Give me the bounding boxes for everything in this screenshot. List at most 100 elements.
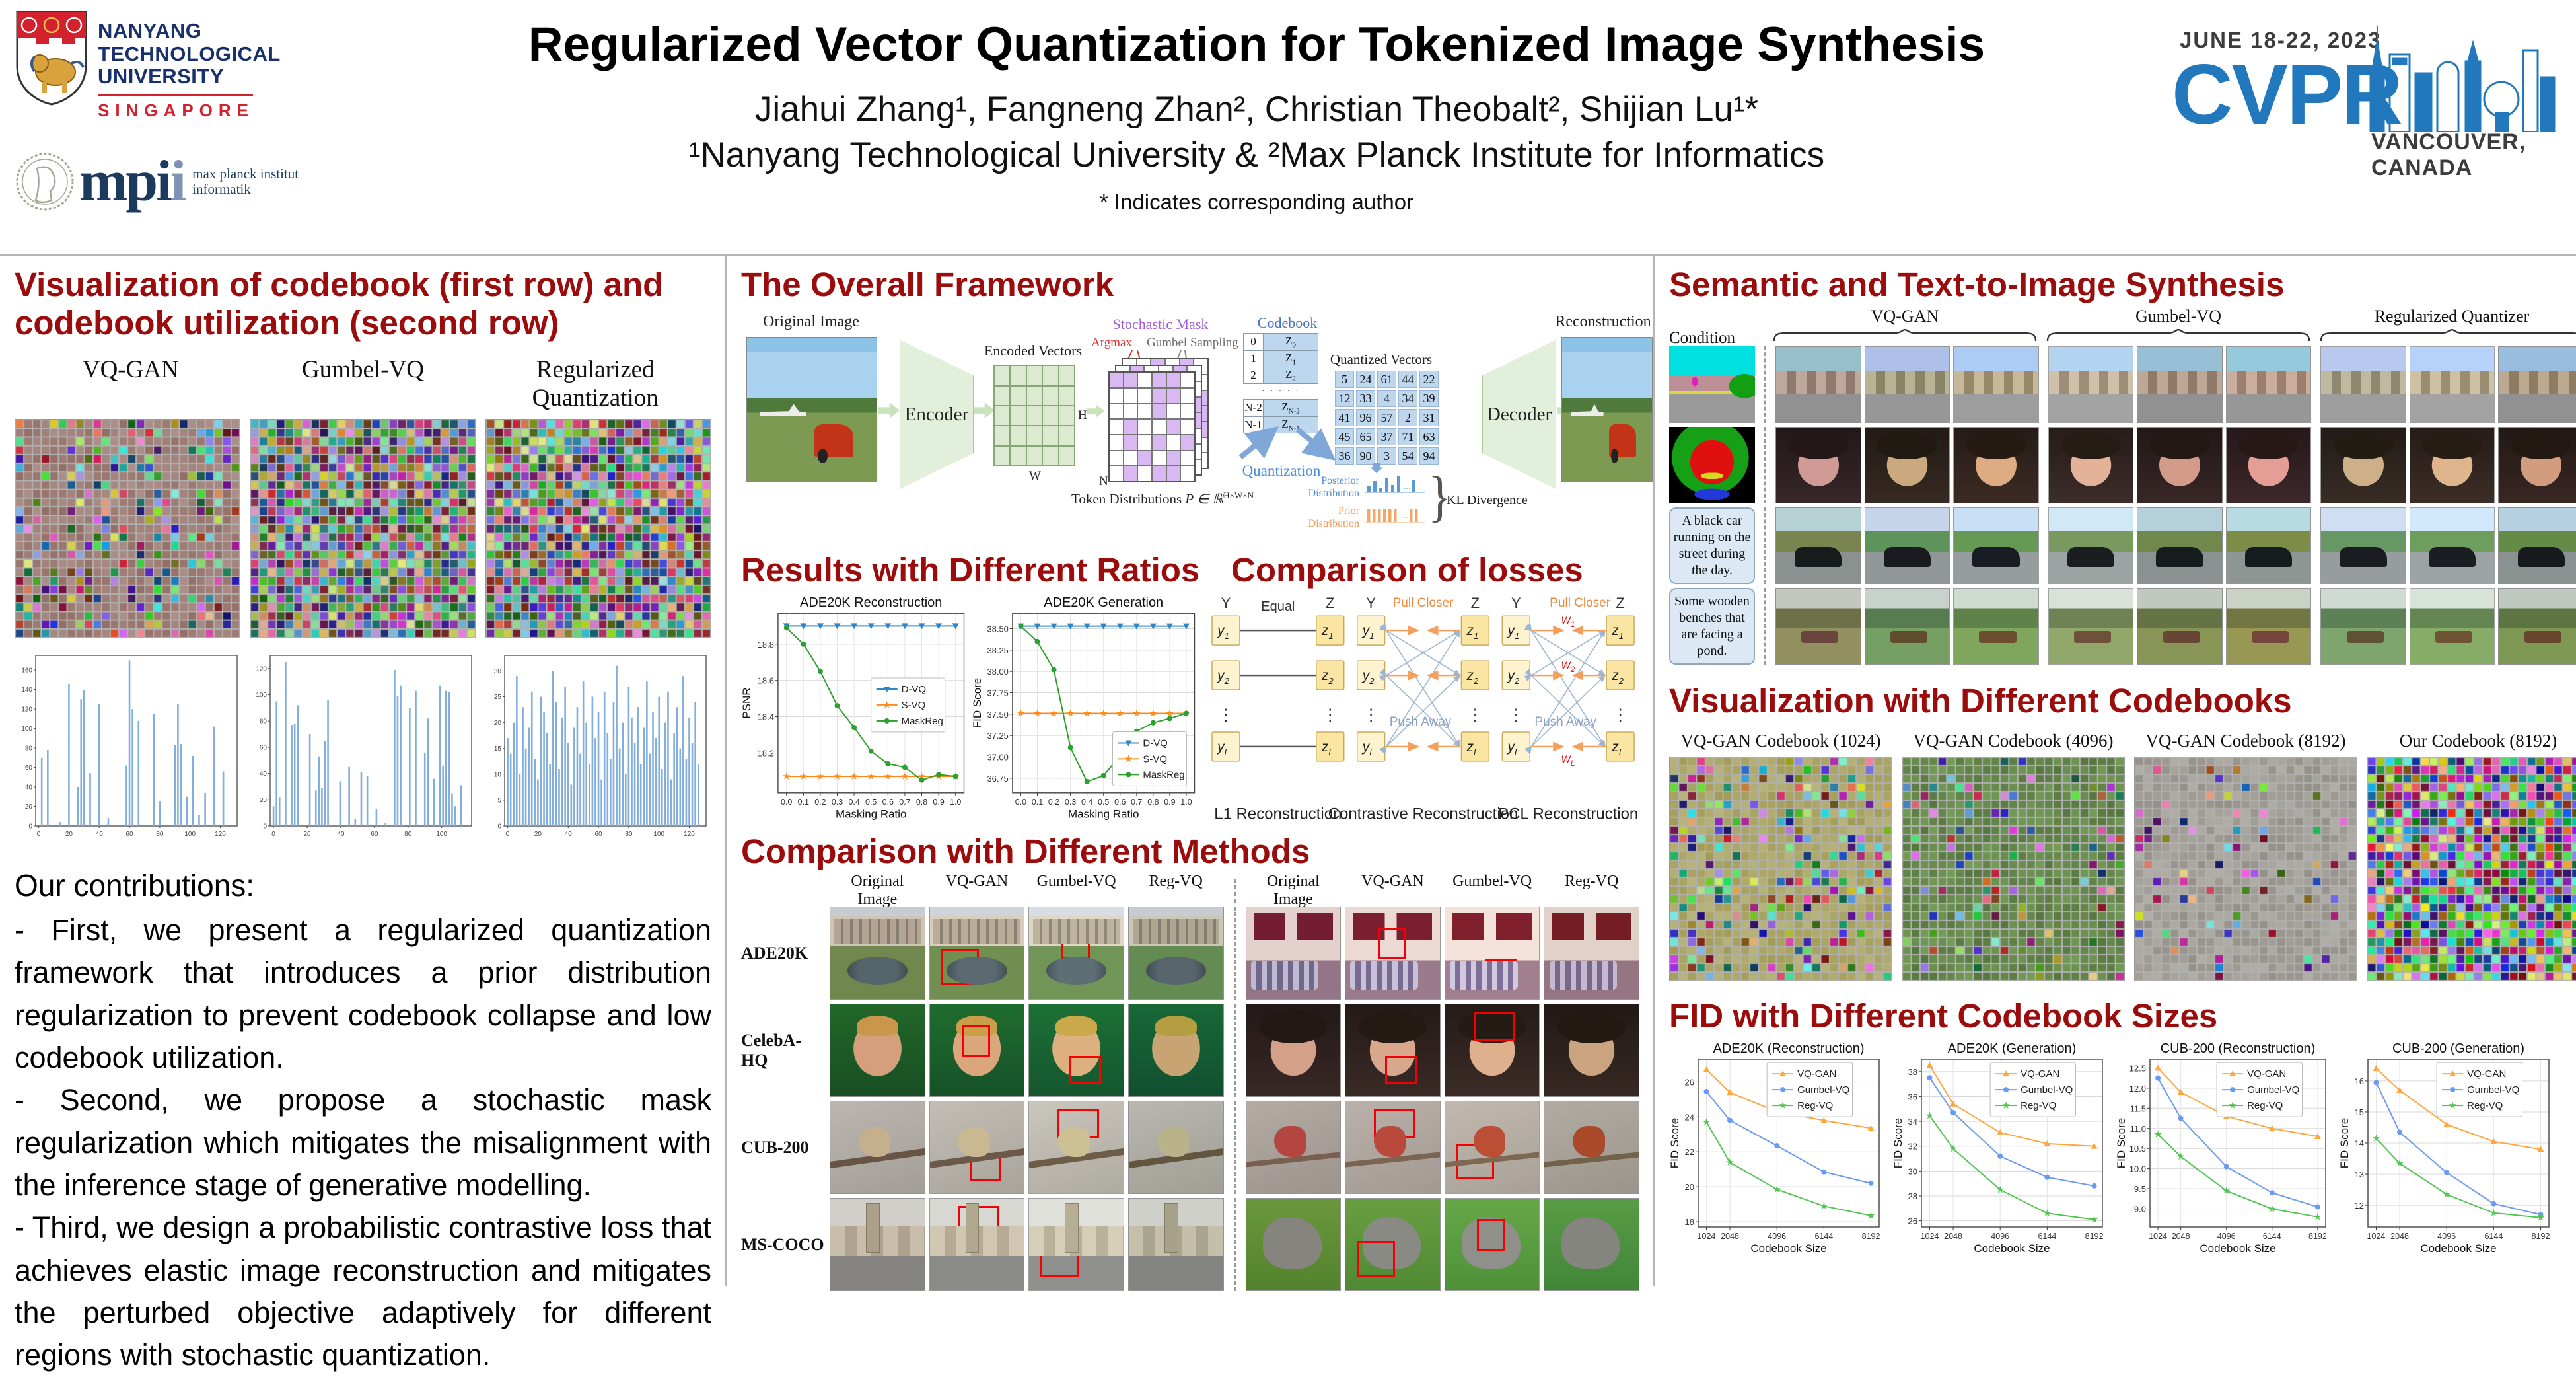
result-image	[1028, 907, 1124, 1000]
mask-cell	[1181, 466, 1194, 482]
chart-text: MaskReg	[902, 716, 943, 727]
chart-text: 60	[260, 745, 268, 752]
chart-text: FID Score	[1892, 1118, 1904, 1169]
chart-text: 20	[260, 797, 268, 804]
result-image	[1444, 907, 1540, 1000]
chart-text: 2048	[2390, 1232, 2409, 1241]
contributions-title: Our contributions:	[15, 868, 255, 903]
original-image-photo	[746, 337, 877, 483]
chart-text: 6144	[2263, 1232, 2281, 1241]
codebook-mosaic-1024	[1669, 757, 1892, 982]
section-heading-ratios: Results with Different Ratios	[741, 551, 1200, 589]
mask-cell	[1110, 404, 1123, 419]
encoded-cell	[1011, 446, 1026, 466]
mask-cell	[1110, 435, 1123, 450]
pcl-weight-label: w1	[1561, 613, 1575, 629]
methods-dashed-divider	[1233, 1004, 1236, 1098]
tractor-shape	[1608, 424, 1636, 464]
encoded-cell	[1011, 426, 1026, 445]
chart-text: ⋮	[1322, 706, 1338, 724]
condition-text: A black car running on the street during…	[1669, 507, 1755, 585]
mask-cell	[1124, 435, 1137, 450]
methods-image-group	[830, 907, 1224, 1000]
chart-text: 34	[1908, 1117, 1917, 1127]
chart-text: 20	[25, 803, 33, 811]
methods-image-group	[1245, 1004, 1639, 1098]
corresponding-author-note: * Indicates corresponding author	[1099, 190, 1414, 214]
chart-text: 37.50	[987, 710, 1009, 720]
chart-text: 18	[1685, 1217, 1694, 1227]
chart-text: 0.1	[1032, 798, 1043, 807]
methods-image-group	[1245, 1101, 1639, 1195]
chart-text: PCL Reconstruction	[1498, 805, 1638, 823]
result-image	[1127, 1004, 1224, 1098]
methods-row: CUB-200	[741, 1101, 1639, 1195]
chart-text: 10.5	[2129, 1144, 2146, 1154]
semantic-row: A black car running on the street during…	[1669, 507, 2576, 585]
poster-body: Visualization of codebook (first row) an…	[0, 256, 2576, 1372]
chart-text: L1 Reconstruction	[1214, 805, 1342, 823]
synthesis-image	[1775, 588, 1861, 665]
mask-cell	[1138, 373, 1151, 387]
methods-col-header: Original Image	[851, 873, 904, 909]
chart-text: 18.8	[758, 640, 774, 650]
chart-text: 11.5	[2130, 1104, 2146, 1114]
semantic-group-label: VQ-GAN	[1871, 307, 1939, 326]
result-image	[929, 1004, 1025, 1098]
section-heading-codebook-viz: Visualization of codebook (first row) an…	[15, 266, 664, 342]
chart-text: ⋮	[1508, 706, 1524, 724]
chart-text: 60	[25, 764, 33, 772]
result-image	[1544, 1198, 1639, 1292]
result-image	[1444, 1101, 1540, 1195]
semantic-row	[1669, 427, 2576, 504]
chart-text: ⋮	[1363, 706, 1379, 724]
section-heading-methods: Comparison with Different Methods	[741, 833, 1310, 871]
ntu-city: SINGAPORE	[98, 100, 255, 121]
framework-diagram: Original Image Encoder Encoded Vectors W…	[741, 311, 1653, 535]
result-image	[1345, 1101, 1441, 1195]
chart-text: ADE20K Generation	[1044, 595, 1164, 610]
result-image	[1245, 1004, 1342, 1098]
mask-cell	[1110, 388, 1123, 403]
methods-row: MS-COCO	[741, 1198, 1639, 1292]
mask-cell	[1181, 373, 1194, 387]
codebook-label-8192: VQ-GAN Codebook (8192)	[2145, 731, 2346, 751]
semantic-image-group	[1775, 507, 2039, 585]
semantic-row	[1669, 346, 2576, 424]
chart-text: 9.5	[2134, 1185, 2146, 1195]
chart-text: 60	[371, 831, 378, 838]
chart-text: 12.5	[2129, 1064, 2146, 1074]
codebook-mosaics	[15, 419, 711, 639]
chart-text: 6144	[2038, 1232, 2056, 1241]
mask-cell	[1152, 388, 1166, 403]
mask-cell	[1138, 404, 1151, 419]
chart-text: 4096	[2217, 1232, 2236, 1241]
chart-text: 120	[21, 706, 32, 714]
synthesis-image	[2409, 346, 2495, 424]
chart-text: 38.00	[987, 667, 1009, 677]
encoded-cell	[1043, 446, 1058, 466]
semantic-image-group	[2048, 507, 2312, 585]
semantic-dashed-divider	[1764, 427, 1766, 504]
chart-text: 37.75	[987, 688, 1009, 698]
chart-text: VQ-GAN	[2021, 1068, 2059, 1080]
mask-cell	[1166, 404, 1180, 419]
mask-cell	[1138, 435, 1151, 450]
chart-text: 2048	[1721, 1232, 1739, 1241]
chart-text: 1024	[1698, 1232, 1716, 1241]
chart-text: Contrastive Reconstruction	[1328, 805, 1519, 823]
encoded-cell	[1059, 406, 1074, 426]
chart-text: Codebook Size	[1750, 1242, 1826, 1255]
chart-text: Gumbel-VQ	[2247, 1084, 2299, 1096]
synthesis-image	[2409, 507, 2495, 585]
decoder-label: Decoder	[1486, 403, 1552, 425]
synthesis-image	[2137, 427, 2223, 504]
chart-text: Y	[1511, 595, 1521, 611]
methods-comparison-grid: Original Image VQ-GAN Gumbel-VQ Reg-VQ Origi…	[741, 873, 1639, 1292]
chart-text: Y	[1366, 595, 1376, 611]
token-distributions-label: Token Distributions P ∈ ℝH×W×N	[1063, 490, 1262, 507]
artifact-highlight-box	[1473, 1012, 1515, 1042]
encoded-cell	[1011, 386, 1026, 405]
chart-text: 40	[96, 831, 104, 838]
